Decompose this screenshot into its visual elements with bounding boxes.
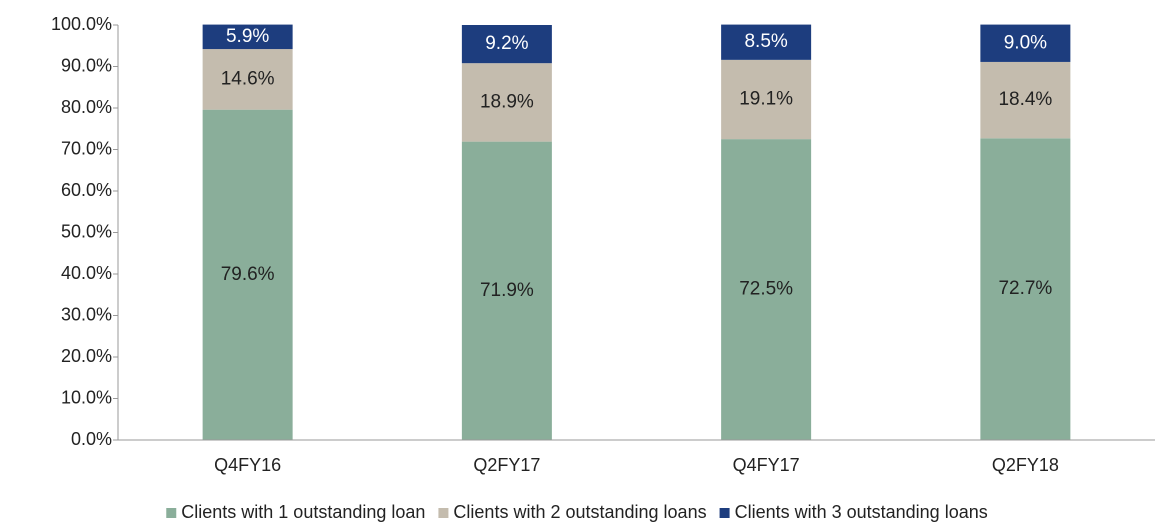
y-tick-label: 100.0% — [51, 14, 112, 34]
value-label: 72.7% — [998, 278, 1052, 299]
legend-swatch — [438, 508, 449, 518]
y-tick-label: 70.0% — [61, 138, 112, 158]
y-tick-label: 80.0% — [61, 97, 112, 117]
bar-segment — [721, 59, 812, 140]
x-tick-label: Q2FY17 — [473, 455, 540, 475]
y-tick-label: 0.0% — [71, 429, 112, 449]
bar-segment — [980, 24, 1071, 62]
legend-label: Clients with 2 outstanding loans — [453, 502, 706, 522]
value-label: 14.6% — [221, 68, 275, 89]
legend-swatch — [719, 508, 730, 518]
y-tick-label: 90.0% — [61, 55, 112, 75]
bar-segment — [721, 139, 812, 440]
bar-segment — [202, 24, 293, 50]
bar-segment — [980, 61, 1071, 139]
value-label: 79.6% — [221, 264, 275, 285]
x-tick-label: Q4FY16 — [214, 455, 281, 475]
bar-segment — [461, 25, 552, 64]
value-label: 18.4% — [998, 89, 1052, 110]
y-tick-label: 20.0% — [61, 346, 112, 366]
value-label: 9.2% — [485, 33, 528, 54]
legend-label: Clients with 3 outstanding loans — [735, 502, 988, 522]
x-tick-label: Q2FY18 — [992, 455, 1059, 475]
x-tick-label: Q4FY17 — [733, 455, 800, 475]
value-label: 8.5% — [744, 31, 787, 52]
value-label: 5.9% — [226, 26, 269, 47]
bar-segment — [202, 49, 293, 110]
value-label: 19.1% — [739, 89, 793, 110]
value-label: 9.0% — [1004, 32, 1047, 53]
value-label: 18.9% — [480, 91, 534, 112]
y-tick-label: 40.0% — [61, 263, 112, 283]
legend-swatch — [166, 508, 177, 518]
value-label: 72.5% — [739, 279, 793, 300]
bar-segment — [721, 24, 812, 60]
bar-segment — [980, 138, 1071, 441]
bar-segment — [461, 141, 552, 441]
y-tick-label: 60.0% — [61, 180, 112, 200]
legend-label: Clients with 1 outstanding loan — [181, 502, 425, 522]
y-tick-label: 10.0% — [61, 387, 112, 407]
value-label: 71.9% — [480, 280, 534, 301]
bar-segment — [461, 63, 552, 142]
y-tick-label: 30.0% — [61, 304, 112, 324]
y-tick-label: 50.0% — [61, 221, 112, 241]
bar-segment — [202, 109, 293, 440]
